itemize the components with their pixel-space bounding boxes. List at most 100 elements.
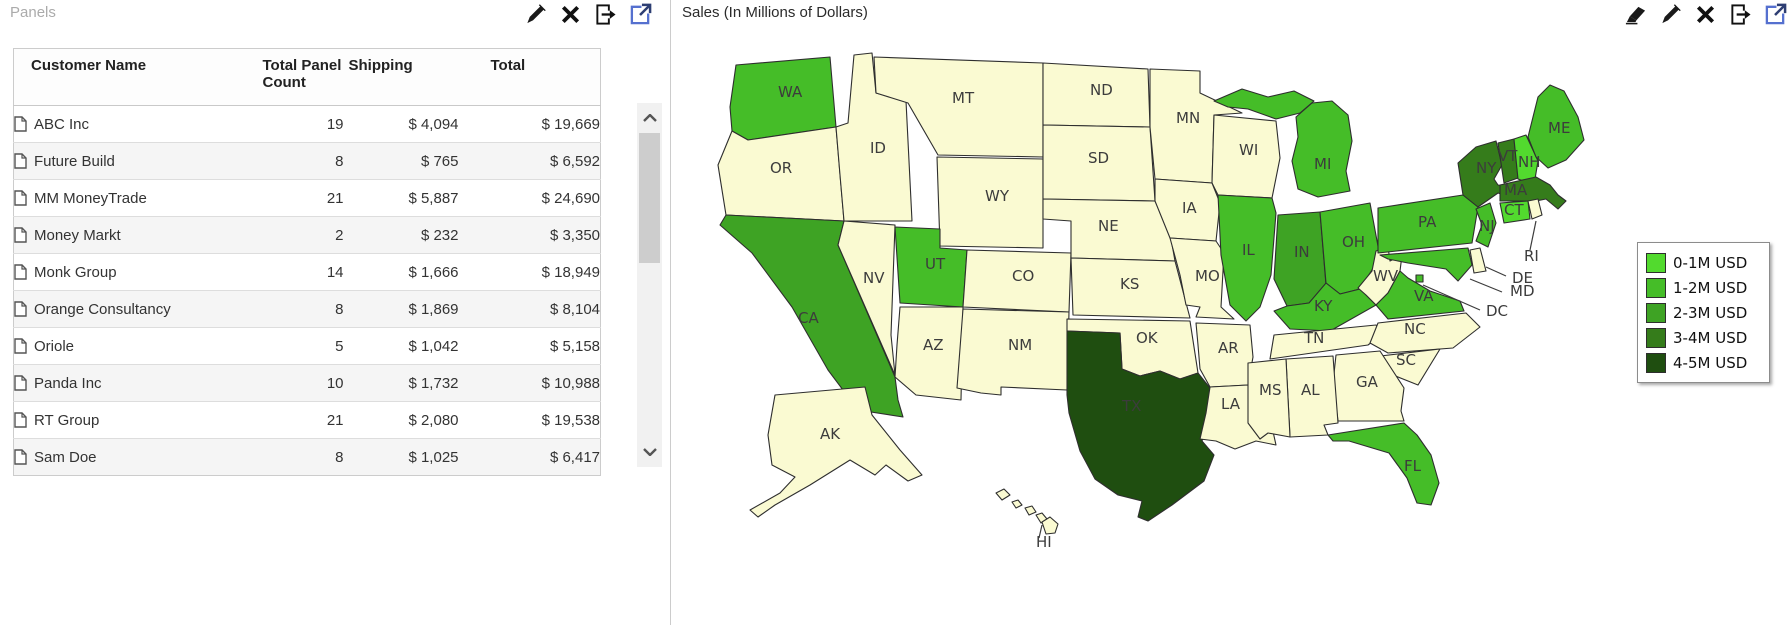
state-ND[interactable] [1042, 62, 1151, 128]
cell-total: $ 19,669 [458, 105, 601, 143]
state-AR[interactable] [1195, 322, 1254, 388]
legend-label: 4-5M USD [1673, 353, 1748, 372]
export-icon[interactable] [1729, 3, 1752, 31]
cell-total-panel-count: 21 [255, 179, 344, 217]
state-NE[interactable] [1042, 198, 1176, 262]
state-label-DC: DC [1486, 302, 1508, 320]
cell-total: $ 24,690 [458, 179, 601, 217]
state-CO[interactable] [962, 249, 1072, 313]
legend-label: 1-2M USD [1673, 278, 1748, 297]
close-icon[interactable] [1694, 3, 1717, 31]
state-label-DE: DE [1512, 269, 1533, 287]
cell-total: $ 6,592 [458, 142, 601, 180]
cell-shipping: $ 1,869 [343, 290, 459, 328]
state-NV[interactable] [837, 220, 896, 376]
state-label-MD: MD [1510, 282, 1535, 300]
legend-label: 2-3M USD [1673, 303, 1748, 322]
state-MI[interactable] [1291, 100, 1353, 198]
table-row[interactable]: RT Group 21 $ 2,080 $ 19,538 [13, 401, 601, 439]
open-external-icon[interactable] [1764, 3, 1787, 31]
state-MD[interactable] [1379, 247, 1473, 282]
cell-total-panel-count: 19 [255, 105, 344, 143]
state-KS[interactable] [1070, 257, 1191, 319]
state-NM[interactable] [956, 308, 1070, 396]
scroll-down-icon[interactable] [637, 439, 662, 465]
table-row[interactable]: Monk Group 14 $ 1,666 $ 18,949 [13, 253, 601, 291]
close-icon[interactable] [559, 3, 582, 31]
state-RI[interactable] [1527, 198, 1543, 220]
state-AK[interactable] [749, 386, 923, 518]
open-external-icon[interactable] [629, 3, 652, 31]
table-row[interactable]: Sam Doe 8 $ 1,025 $ 6,417 [13, 438, 601, 476]
callout-line-RI [1529, 220, 1537, 251]
state-MO[interactable] [1169, 237, 1235, 320]
cell-shipping: $ 5,887 [343, 179, 459, 217]
table-row[interactable]: Orange Consultancy 8 $ 1,869 $ 8,104 [13, 290, 601, 328]
state-WA[interactable] [729, 56, 837, 141]
pencil-icon[interactable] [524, 3, 547, 31]
legend-item: 4-5M USD [1646, 350, 1761, 375]
scroll-up-icon[interactable] [637, 105, 662, 131]
pencil-icon[interactable] [1659, 3, 1682, 31]
table-row[interactable]: Future Build 8 $ 765 $ 6,592 [13, 142, 601, 180]
legend-item: 0-1M USD [1646, 250, 1761, 275]
cell-total-panel-count: 5 [255, 327, 344, 365]
state-MS[interactable] [1247, 358, 1291, 440]
callout-line-DE [1485, 266, 1507, 277]
table-row[interactable]: Oriole 5 $ 1,042 $ 5,158 [13, 327, 601, 365]
cell-total-panel-count: 14 [255, 253, 344, 291]
cell-total: $ 6,417 [458, 438, 601, 476]
state-DC[interactable] [1415, 274, 1424, 283]
state-HI[interactable] [1041, 516, 1059, 535]
eraser-icon[interactable] [1624, 3, 1647, 31]
state-FL[interactable] [1327, 422, 1440, 506]
state-SD[interactable] [1042, 124, 1156, 202]
cell-total: $ 5,158 [458, 327, 601, 365]
right-panel-title: Sales (In Millions of Dollars) [682, 4, 868, 21]
cell-customer-name: Future Build [13, 142, 256, 180]
column-header-customer-name[interactable]: Customer Name [13, 48, 256, 106]
state-HI[interactable] [1011, 499, 1023, 509]
column-header-total[interactable]: Total [458, 48, 601, 106]
table-row[interactable]: MM MoneyTrade 21 $ 5,887 $ 24,690 [13, 179, 601, 217]
state-MA[interactable] [1499, 176, 1567, 210]
state-WI[interactable] [1211, 114, 1281, 199]
state-AZ[interactable] [894, 306, 964, 401]
column-header-shipping[interactable]: Shipping [343, 48, 459, 106]
table-header-row: Customer Name Total Panel Count Shipping… [13, 48, 601, 106]
state-TX[interactable] [1066, 330, 1215, 522]
legend-label: 0-1M USD [1673, 253, 1748, 272]
state-IL[interactable] [1217, 194, 1277, 322]
left-panel-toolbar [524, 3, 652, 31]
state-WY[interactable] [936, 156, 1044, 249]
callout-line-HI [1038, 524, 1043, 539]
state-OR[interactable] [717, 126, 845, 222]
table-row[interactable]: ABC Inc 19 $ 4,094 $ 19,669 [13, 105, 601, 143]
scrollbar-thumb[interactable] [639, 133, 660, 263]
cell-total-panel-count: 10 [255, 364, 344, 402]
state-NC[interactable] [1369, 312, 1481, 354]
cell-customer-name: Sam Doe [13, 438, 256, 476]
state-NH[interactable] [1513, 134, 1539, 186]
state-PA[interactable] [1377, 194, 1479, 254]
state-AL[interactable] [1285, 355, 1339, 438]
cell-customer-name: Oriole [13, 327, 256, 365]
state-HI[interactable] [995, 488, 1011, 501]
cell-total-panel-count: 8 [255, 142, 344, 180]
table-vertical-scrollbar[interactable] [637, 103, 662, 467]
state-HI[interactable] [1024, 505, 1037, 516]
table-row[interactable]: Money Markt 2 $ 232 $ 3,350 [13, 216, 601, 254]
cell-shipping: $ 765 [343, 142, 459, 180]
cell-shipping: $ 4,094 [343, 105, 459, 143]
export-icon[interactable] [594, 3, 617, 31]
state-label-HI: HI [1036, 533, 1052, 551]
column-header-total-panel-count[interactable]: Total Panel Count [255, 48, 344, 106]
cell-total-panel-count: 2 [255, 216, 344, 254]
table-row[interactable]: Panda Inc 10 $ 1,732 $ 10,988 [13, 364, 601, 402]
cell-total-panel-count: 8 [255, 438, 344, 476]
panel-divider [670, 0, 671, 625]
state-DE[interactable] [1469, 247, 1487, 274]
state-ME[interactable] [1527, 84, 1585, 169]
state-NJ[interactable] [1475, 202, 1497, 248]
state-CT[interactable] [1499, 200, 1531, 224]
